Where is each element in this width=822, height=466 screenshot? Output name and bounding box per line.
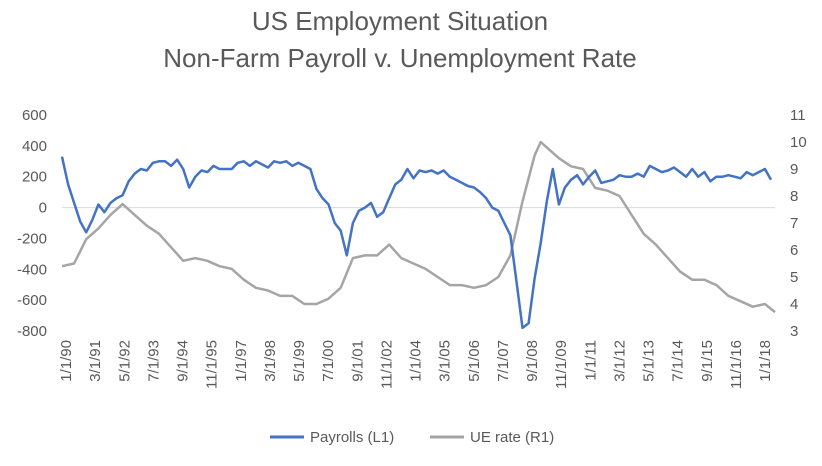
legend-label-ue-rate: UE rate (R1) [470,429,554,446]
x-tick-label: 5/1/92 [116,340,133,382]
left-tick-label: -400 [17,261,47,278]
left-tick-label: -600 [17,292,47,309]
x-tick-label: 5/1/06 [466,340,483,382]
x-tick-label: 3/1/98 [262,340,279,382]
right-tick-label: 11 [790,107,806,124]
x-tick-label: 11/1/09 [553,340,570,389]
x-tick-label: 7/1/93 [145,340,162,382]
right-tick-label: 3 [790,323,798,340]
x-tick-label: 1/1/97 [233,340,250,382]
x-tick-label: 11/1/02 [378,340,395,389]
legend: Payrolls (L1) UE rate (R1) [270,429,554,446]
right-tick-label: 7 [790,215,798,232]
right-tick-label: 8 [790,188,798,205]
left-tick-label: 0 [39,200,47,217]
legend-label-payrolls: Payrolls (L1) [310,429,394,446]
right-axis-ticks: 11 10 9 8 7 6 5 4 3 [790,107,807,340]
x-axis-ticks: 1/1/90 3/1/91 5/1/92 7/1/93 9/1/94 11/1/95 1/1… [58,340,774,389]
x-tick-label: 9/1/08 [524,340,541,382]
left-axis-ticks: 600 400 200 0 -200 -400 -600 -800 [17,107,47,340]
x-tick-label: 1/1/18 [757,340,774,382]
x-tick-label: 3/1/12 [611,340,628,382]
x-tick-label: 5/1/99 [291,340,308,382]
x-tick-label: 1/1/11 [582,340,599,381]
x-tick-label: 11/1/16 [728,340,745,389]
series-layer [60,140,776,330]
left-tick-label: -200 [17,230,47,247]
x-tick-label: 11/1/95 [204,340,221,389]
right-tick-label: 6 [790,242,798,259]
x-tick-label: 7/1/07 [495,340,512,382]
x-tick-label: 9/1/94 [175,340,192,382]
x-tick-label: 7/1/00 [320,340,337,382]
x-tick-label: 3/1/05 [437,340,454,382]
x-tick-label: 9/1/15 [699,340,716,382]
chart-subtitle: Non-Farm Payroll v. Unemployment Rate [163,43,636,73]
x-tick-label: 9/1/01 [349,340,366,382]
x-tick-label: 3/1/91 [87,340,104,382]
x-tick-label: 7/1/14 [670,340,687,382]
right-tick-label: 9 [790,161,798,178]
ue-rate-series-line [61,140,776,314]
left-tick-label: -800 [17,323,47,340]
x-tick-label: 5/1/13 [641,340,658,382]
left-tick-label: 400 [22,138,47,155]
chart-title: US Employment Situation [252,6,548,36]
right-tick-label: 4 [790,296,798,313]
x-tick-label: 1/1/04 [408,340,425,382]
payrolls-series-line [60,156,773,330]
x-tick-label: 1/1/90 [58,340,75,382]
left-tick-label: 600 [22,107,47,124]
right-tick-label: 5 [790,269,798,286]
left-tick-label: 200 [22,169,47,186]
right-tick-label: 10 [790,134,807,151]
